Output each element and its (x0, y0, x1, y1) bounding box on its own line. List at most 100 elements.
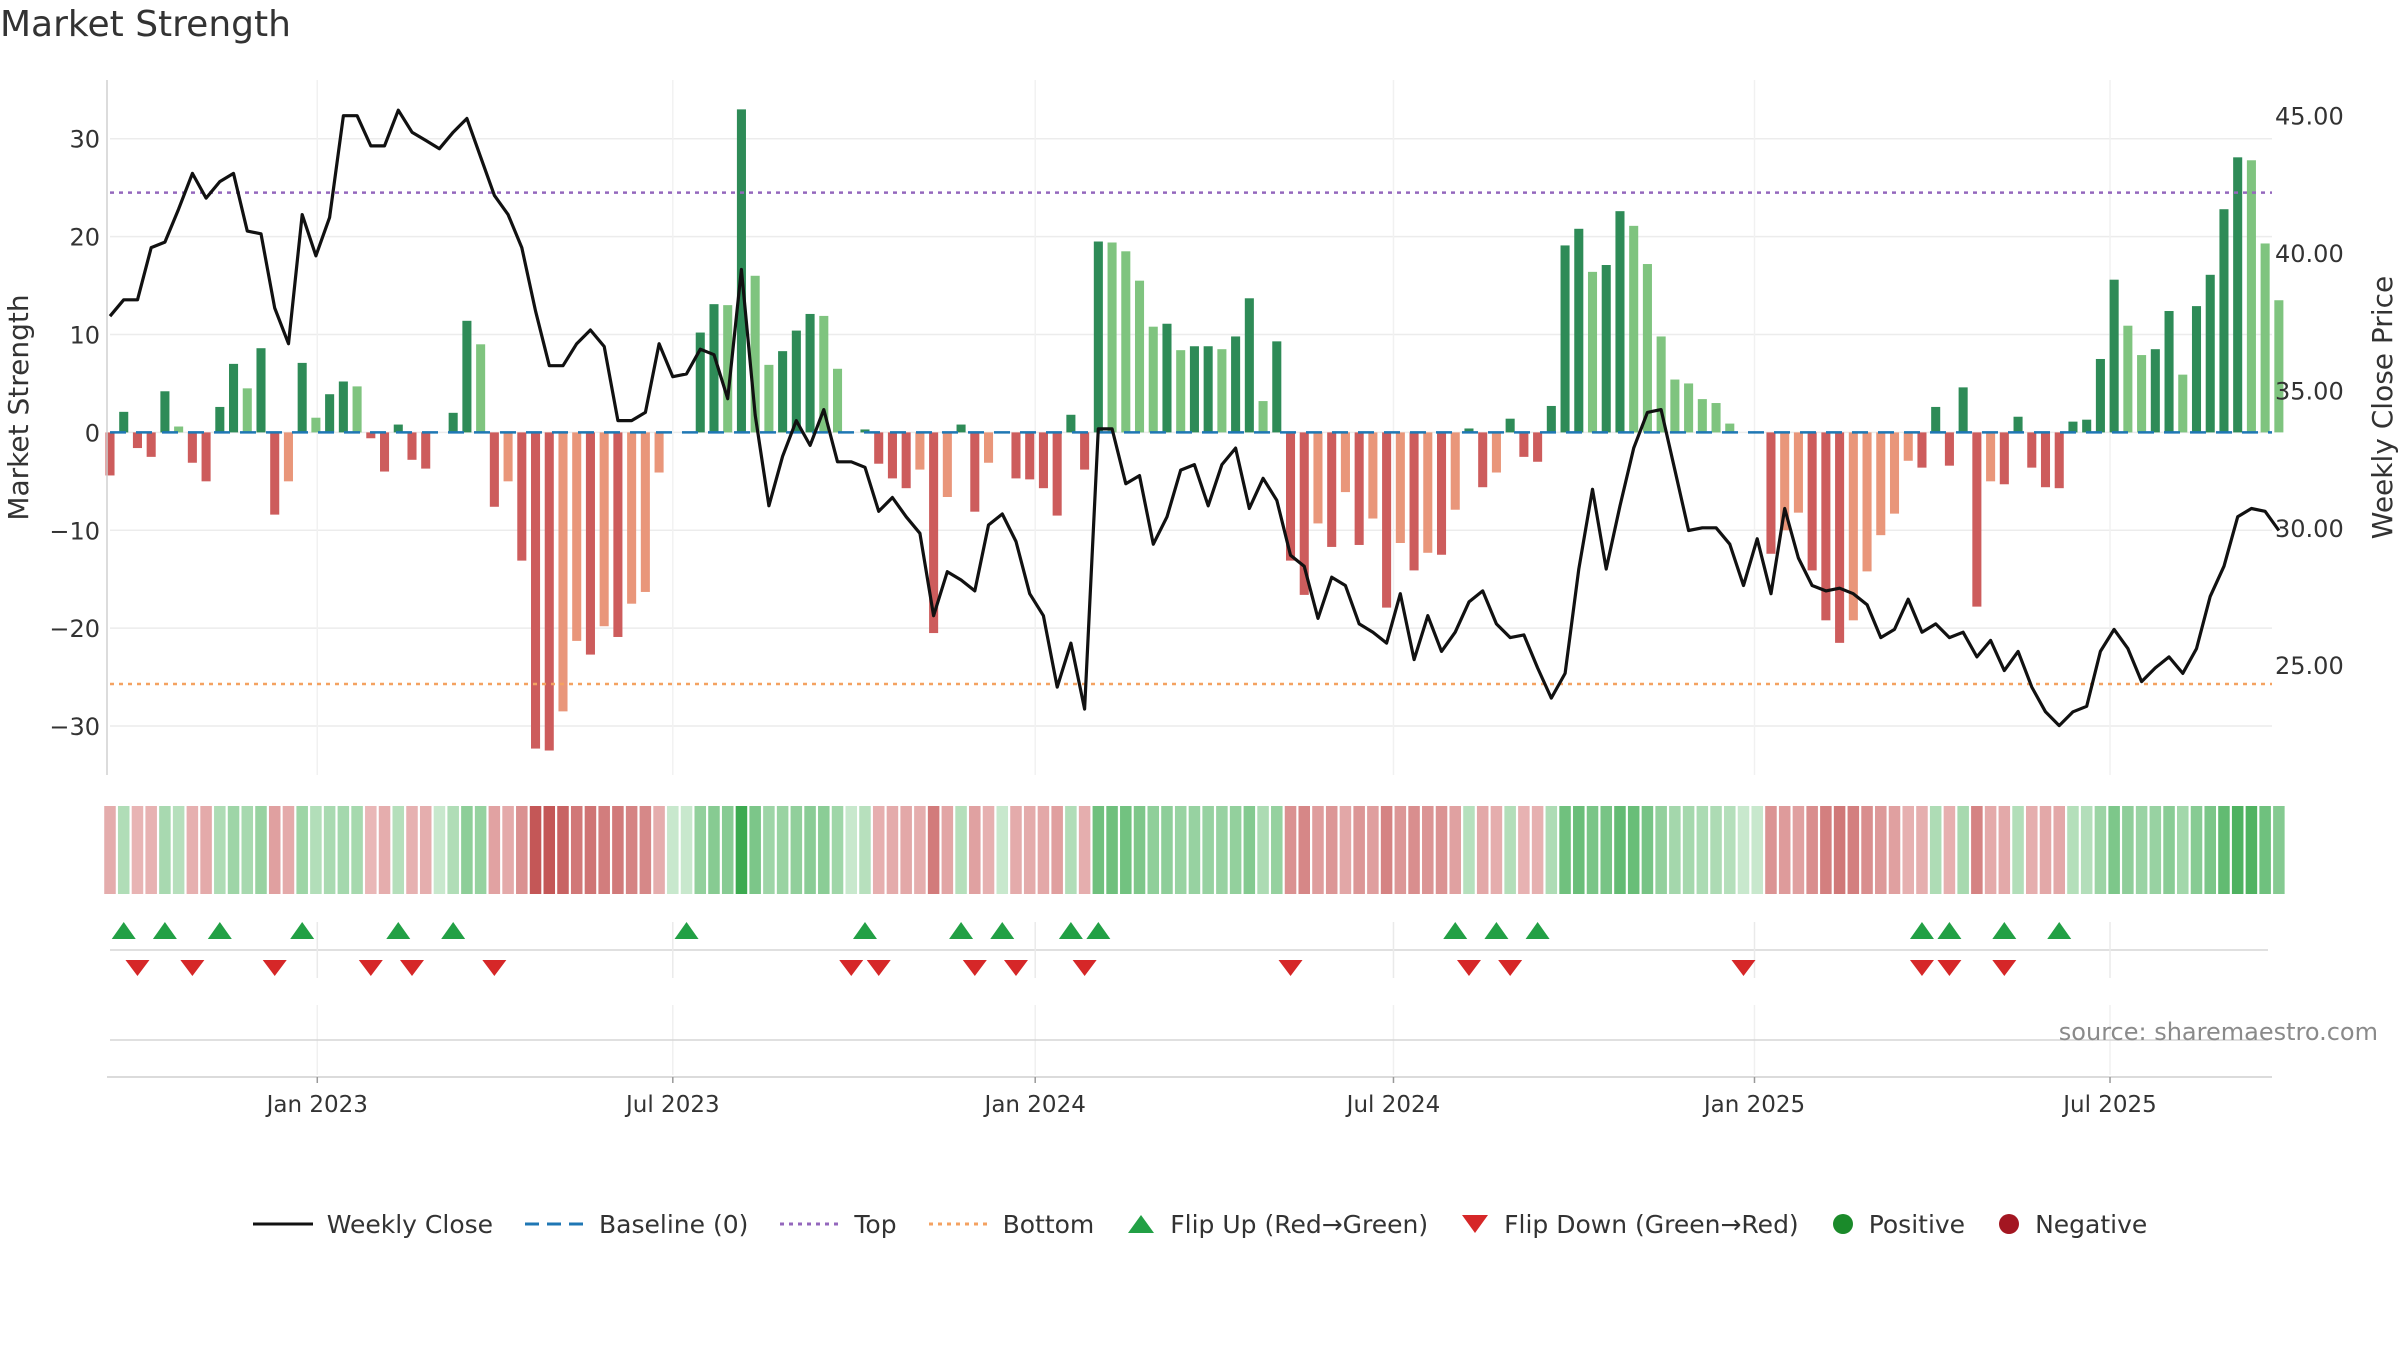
legend-baseline[interactable]: Baseline (0) (525, 1210, 748, 1239)
strip-cell (1106, 806, 1118, 894)
strip-cell (2108, 806, 2120, 894)
strength-bar (476, 344, 486, 433)
strength-bar (942, 432, 952, 497)
strip-cell (955, 806, 967, 894)
strip-cell (406, 806, 418, 894)
strength-bar (160, 391, 170, 433)
legend-flip-up[interactable]: Flip Up (Red→Green) (1126, 1210, 1428, 1239)
weekly-close-line (108, 108, 2281, 728)
strip-cell (845, 806, 858, 894)
strip-cell (1861, 806, 1873, 894)
strip-cell (1614, 806, 1626, 894)
x-tick-label: Jul 2024 (1345, 1092, 1441, 1118)
strength-bar (270, 432, 280, 515)
legend-weekly-close[interactable]: Weekly Close (252, 1209, 494, 1239)
strength-bar (517, 432, 527, 561)
strip-cell (117, 806, 130, 894)
strip-cell (1133, 806, 1146, 894)
strip-cell (1929, 806, 1942, 894)
strip-cell (1586, 806, 1599, 894)
axes: 30 20 10 0 −10 −20 −30 Market Strength Weekly Cl… (2, 80, 2399, 775)
strip-cell (1847, 806, 1860, 894)
strength-bar (572, 432, 582, 641)
strength-bar (1986, 432, 1996, 482)
strength-bar (215, 406, 225, 433)
strength-bar (2123, 325, 2133, 433)
strength-heat-strip (104, 806, 2285, 894)
strength-bar (2082, 419, 2092, 433)
strip-cell (1037, 806, 1050, 894)
strength-bar (1944, 432, 1954, 466)
legend: Weekly Close Baseline (0) Top Bottom Fli… (0, 1202, 2400, 1246)
strip-cell (2190, 806, 2203, 894)
strip-cell (172, 806, 185, 894)
strip-cell (1298, 806, 1311, 894)
flip-down-marker (399, 960, 424, 976)
strength-bar (640, 432, 650, 592)
strength-bar (1848, 432, 1858, 621)
strip-cell (1367, 806, 1379, 894)
strength-bar (242, 388, 252, 433)
strength-bar (1107, 242, 1117, 433)
strip-cell (1449, 806, 1462, 894)
strip-cell (1394, 806, 1407, 894)
strip-cell (2163, 806, 2175, 894)
strength-bar (1395, 432, 1405, 543)
flip-down-marker (839, 960, 864, 976)
legend-flip-down[interactable]: Flip Down (Green→Red) (1460, 1210, 1799, 1239)
strip-cell (2273, 806, 2285, 894)
strength-bar (297, 362, 307, 433)
strip-cell (268, 806, 281, 894)
strip-cell (1284, 806, 1297, 894)
strip-cell (1943, 806, 1956, 894)
legend-negative[interactable]: Negative (1997, 1210, 2147, 1239)
strength-bar (2068, 421, 2078, 433)
strength-bar (2274, 300, 2284, 433)
strength-bar (1423, 432, 1433, 553)
strength-bar (1574, 228, 1584, 433)
strip-cell (790, 806, 803, 894)
strength-bar (338, 381, 348, 433)
chart-title: Market Strength (0, 4, 291, 45)
strip-cell (2245, 806, 2258, 894)
strength-bar (2178, 374, 2188, 433)
flip-up-marker (1937, 922, 1962, 939)
strength-bar (915, 432, 925, 470)
strength-bar (860, 429, 870, 433)
strength-bar (1121, 251, 1131, 433)
strip-cell (488, 806, 501, 894)
strength-bar (764, 364, 774, 433)
strip-cell (941, 806, 954, 894)
strength-bar (1052, 432, 1062, 516)
strip-cell (1888, 806, 1901, 894)
legend-line-swatch (252, 1222, 313, 1226)
strength-bar (627, 432, 637, 604)
strip-cell (516, 806, 528, 894)
strength-bar (283, 432, 293, 482)
strip-cell (859, 806, 871, 894)
strip-cell (625, 806, 638, 894)
strip-cell (1092, 806, 1105, 894)
legend-top[interactable]: Top (780, 1210, 897, 1239)
strength-bar (1189, 346, 1199, 433)
strength-bar (1436, 432, 1447, 555)
strip-cell (1641, 806, 1654, 894)
strength-bar (2246, 160, 2256, 433)
strength-bar (805, 313, 815, 433)
legend-label: Weekly Close (326, 1209, 494, 1239)
strip-cell (900, 806, 912, 894)
flip-up-marker (207, 922, 232, 939)
strength-bar (1999, 432, 2009, 485)
legend-positive[interactable]: Positive (1831, 1210, 1965, 1239)
circle-icon (1832, 1214, 1853, 1234)
strength-bar (2137, 355, 2147, 433)
legend-label: Flip Down (Green→Red) (1504, 1209, 1799, 1239)
legend-bottom[interactable]: Bottom (928, 1210, 1094, 1239)
strip-cell (392, 806, 405, 894)
strength-bar (654, 432, 664, 473)
strength-bar (1025, 432, 1035, 480)
strip-cell (653, 806, 665, 894)
strip-cell (1737, 806, 1750, 894)
strength-bar (489, 432, 499, 507)
strip-cell (104, 806, 116, 894)
